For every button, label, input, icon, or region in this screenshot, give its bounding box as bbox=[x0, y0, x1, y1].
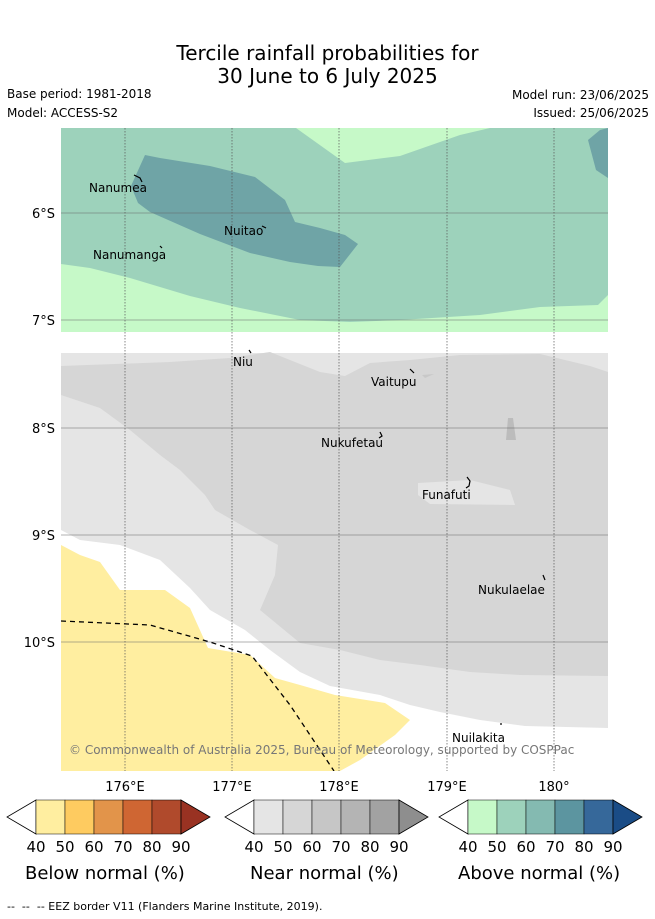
colorbar-above-segment bbox=[583, 799, 614, 835]
colorbar-below-segment bbox=[93, 799, 124, 835]
lat-tick-8s: 8°S bbox=[32, 422, 55, 437]
eez-footnote: -- -- -- EEZ border V11 (Flanders Marine… bbox=[7, 900, 323, 913]
colorbar-below-title: Below normal (%) bbox=[25, 863, 185, 884]
colorbar-above-tick: 90 bbox=[603, 838, 623, 856]
map-regions bbox=[61, 128, 608, 771]
colorbar-below-normal bbox=[6, 799, 211, 835]
colorbar-near-right-arrow bbox=[398, 799, 429, 835]
place-label-nukufetau: Nukufetau bbox=[321, 436, 383, 450]
colorbar-near-tick: 60 bbox=[302, 838, 322, 856]
colorbar-near-tick: 50 bbox=[273, 838, 293, 856]
colorbar-near-tick: 80 bbox=[360, 838, 380, 856]
place-label-funafuti: Funafuti bbox=[422, 488, 471, 502]
colorbar-below-tick: 60 bbox=[84, 838, 104, 856]
colorbar-below-segment bbox=[122, 799, 153, 835]
eez-border-line bbox=[61, 620, 335, 771]
lon-tick-177e: 177°E bbox=[212, 780, 252, 795]
colorbar-above-tick: 70 bbox=[545, 838, 565, 856]
place-label-nukulaelae: Nukulaelae bbox=[478, 583, 545, 597]
colorbar-near-segment bbox=[340, 799, 371, 835]
colorbar-near-left-arrow bbox=[224, 799, 255, 835]
place-label-nanumanga: Nanumanga bbox=[93, 248, 166, 262]
gridlines bbox=[124, 128, 555, 771]
nanumanga-island-icon bbox=[159, 245, 163, 249]
lat-tick-6s: 6°S bbox=[32, 207, 55, 222]
place-label-vaitupu: Vaitupu bbox=[371, 375, 417, 389]
colorbar-below-left-arrow bbox=[6, 799, 37, 835]
nuitao-island-icon bbox=[261, 225, 267, 229]
place-label-niu: Niu bbox=[233, 355, 253, 369]
colorbar-near-normal bbox=[224, 799, 429, 835]
colorbar-above-tick: 40 bbox=[458, 838, 478, 856]
colorbar-above-segment bbox=[496, 799, 527, 835]
niu-island-icon bbox=[248, 349, 252, 354]
colorbar-above-title: Above normal (%) bbox=[458, 863, 621, 884]
colorbar-below-segment bbox=[64, 799, 95, 835]
colorbar-above-left-arrow bbox=[438, 799, 469, 835]
nanumea-island-icon bbox=[133, 174, 143, 183]
nukufetau-island-icon bbox=[378, 431, 383, 439]
lon-tick-178e: 178°E bbox=[319, 780, 359, 795]
colorbar-below-tick: 40 bbox=[26, 838, 46, 856]
colorbar-near-tick: 70 bbox=[331, 838, 351, 856]
below-normal-40-region bbox=[61, 545, 410, 771]
model-run-label: Model run: 23/06/2025 bbox=[511, 88, 649, 102]
base-period-label: Base period: 1981-2018 bbox=[7, 87, 152, 101]
vaitupu-island-icon bbox=[409, 368, 415, 374]
near-normal-60-patch-1 bbox=[418, 480, 515, 505]
colorbar-above-tick: 50 bbox=[487, 838, 507, 856]
map-title-line1: Tercile rainfall probabilities for bbox=[176, 41, 479, 65]
funafuti-island-icon bbox=[465, 476, 471, 489]
colorbar-below-right-arrow bbox=[180, 799, 211, 835]
near-normal-50-region bbox=[61, 352, 608, 676]
colorbar-below-segment bbox=[35, 799, 66, 835]
above-normal-60-region-east bbox=[588, 128, 608, 178]
lon-tick-179e: 179°E bbox=[427, 780, 467, 795]
colorbar-below-tick: 70 bbox=[113, 838, 133, 856]
nukulaelae-island-icon bbox=[542, 574, 546, 581]
map-title-line2: 30 June to 6 July 2025 bbox=[217, 64, 438, 88]
issued-label: Issued: 25/06/2025 bbox=[533, 106, 649, 120]
colorbar-near-segment bbox=[282, 799, 313, 835]
colorbar-above-normal bbox=[438, 799, 643, 835]
colorbar-above-segment bbox=[554, 799, 585, 835]
lat-tick-10s: 10°S bbox=[24, 636, 55, 651]
colorbar-near-tick: 40 bbox=[244, 838, 264, 856]
colorbar-below-segment bbox=[151, 799, 182, 835]
colorbar-above-tick: 60 bbox=[516, 838, 536, 856]
colorbar-near-segment bbox=[253, 799, 284, 835]
colorbar-above-tick: 80 bbox=[574, 838, 594, 856]
lat-tick-7s: 7°S bbox=[32, 314, 55, 329]
lon-tick-180: 180° bbox=[538, 780, 569, 795]
lon-tick-176e: 176°E bbox=[105, 780, 145, 795]
lat-tick-9s: 9°S bbox=[32, 529, 55, 544]
colorbar-above-segment bbox=[467, 799, 498, 835]
colorbar-above-right-arrow bbox=[612, 799, 643, 835]
colorbar-below-tick: 80 bbox=[142, 838, 162, 856]
above-normal-60-region bbox=[131, 155, 358, 267]
copyright-notice: © Commonwealth of Australia 2025, Bureau… bbox=[69, 743, 574, 757]
model-label: Model: ACCESS-S2 bbox=[7, 106, 119, 120]
colorbar-near-tick: 90 bbox=[389, 838, 409, 856]
colorbar-near-segment bbox=[369, 799, 400, 835]
near-normal-60-patch-2 bbox=[506, 418, 516, 440]
colorbar-near-segment bbox=[311, 799, 342, 835]
place-label-nuilakita: Nuilakita bbox=[452, 731, 505, 745]
colorbar-below-tick: 50 bbox=[55, 838, 75, 856]
colorbar-near-title: Near normal (%) bbox=[250, 863, 399, 884]
place-label-nanumea: Nanumea bbox=[89, 181, 147, 195]
colorbar-below-tick: 90 bbox=[171, 838, 191, 856]
place-label-nuitao: Nuitao bbox=[224, 224, 263, 238]
island-outlines bbox=[133, 174, 546, 725]
colorbar-above-segment bbox=[525, 799, 556, 835]
